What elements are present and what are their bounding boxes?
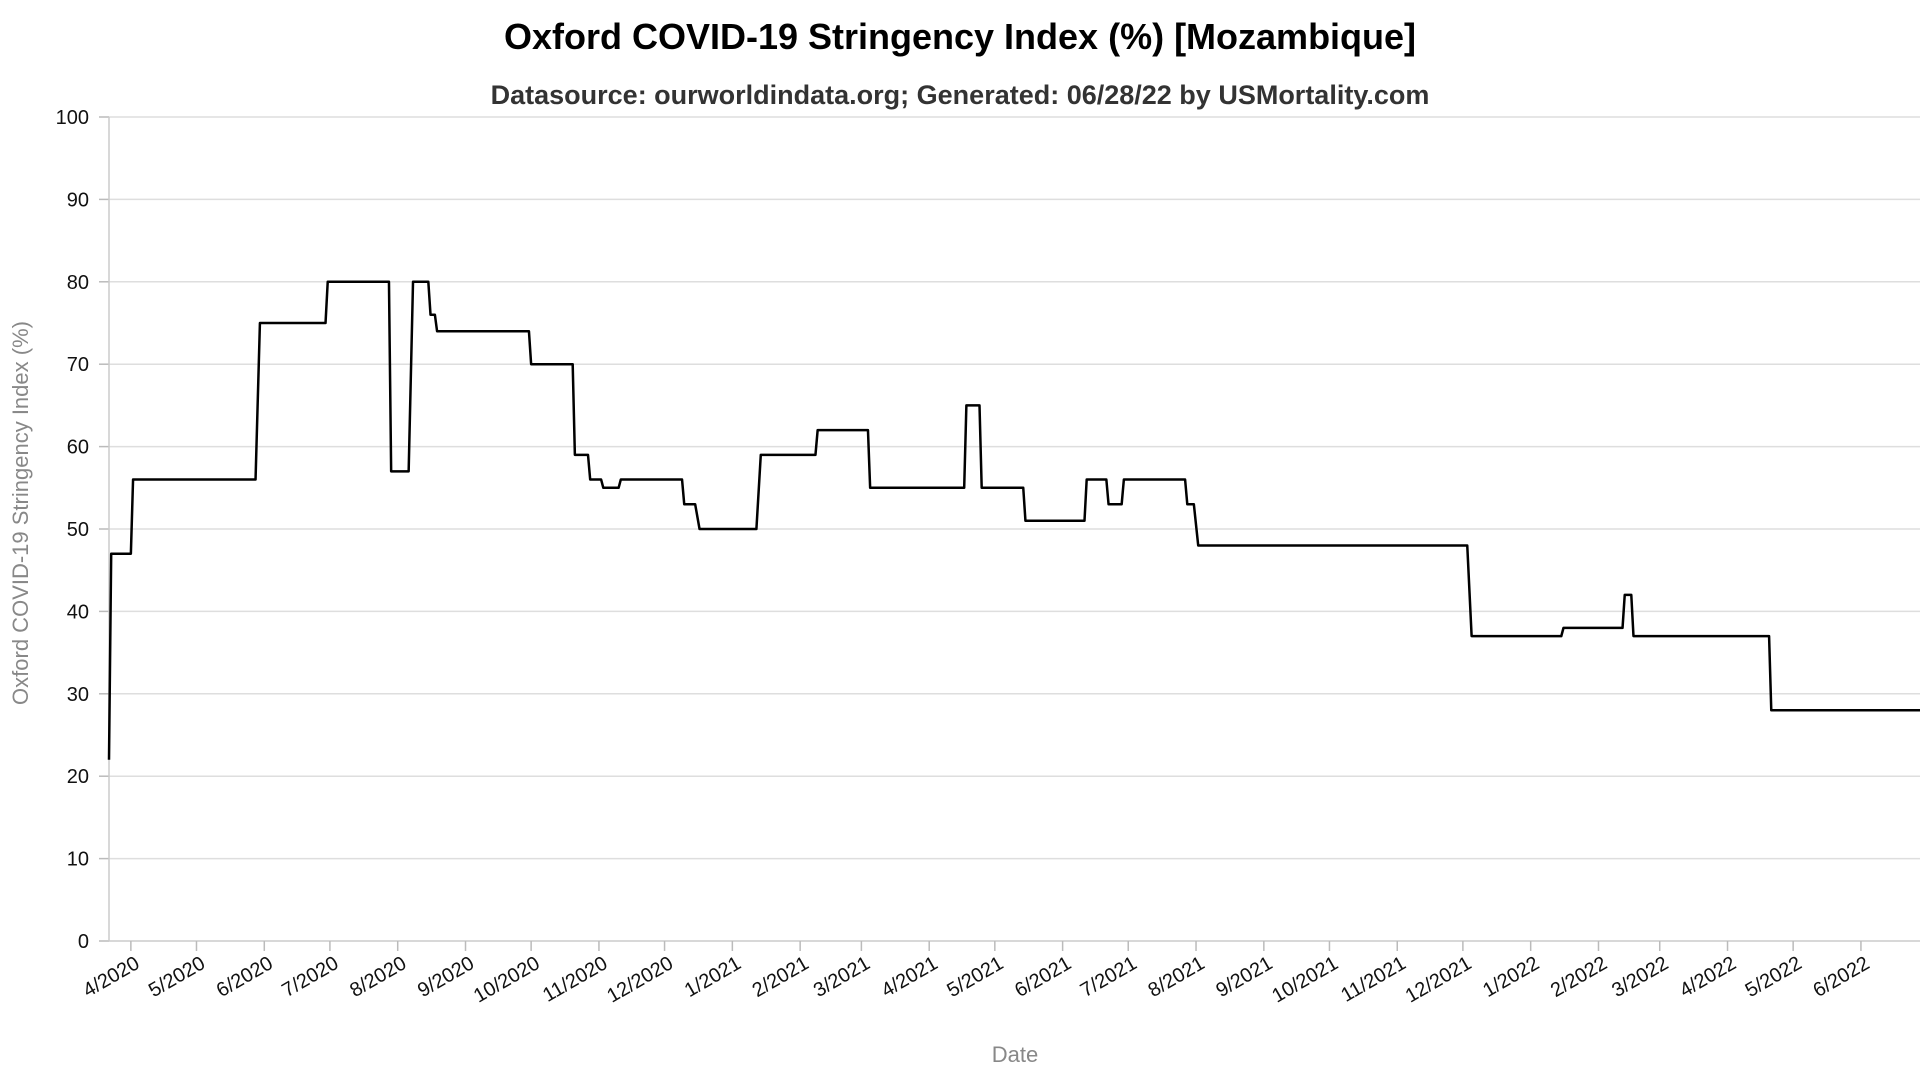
y-tick-label: 70 <box>67 354 89 376</box>
x-tick-label: 7/2020 <box>278 952 342 1002</box>
x-tick-label: 1/2022 <box>1479 952 1543 1002</box>
y-axis-title: Oxford COVID-19 Stringency Index (%) <box>8 321 33 705</box>
x-tick-label: 12/2021 <box>1402 952 1476 1007</box>
x-tick-label: 2/2022 <box>1547 952 1611 1002</box>
x-tick-labels: 4/2020 5/2020 6/2020 7/2020 8/2020 9/202010/2… <box>79 952 1873 1007</box>
x-tick-label: 11/2020 <box>539 952 611 1006</box>
y-tick-label: 100 <box>56 107 89 129</box>
x-tick-label: 12/2020 <box>603 952 677 1007</box>
y-tick-label: 60 <box>67 437 89 459</box>
x-tick-label: 4/2020 <box>79 952 143 1002</box>
y-tick-label: 30 <box>67 684 89 706</box>
x-tick-label: 3/2022 <box>1608 952 1672 1002</box>
x-tick-label: 6/2022 <box>1809 952 1873 1002</box>
x-tick-label: 3/2021 <box>810 952 874 1002</box>
x-tick-label: 11/2021 <box>1337 952 1409 1006</box>
x-tick-label: 5/2022 <box>1742 952 1806 1002</box>
y-tick-label: 80 <box>67 272 89 294</box>
y-tick-label: 40 <box>67 601 89 623</box>
y-tick-label: 20 <box>67 766 89 788</box>
series-line <box>107 280 1920 760</box>
x-tick-label: 6/2020 <box>213 952 277 1002</box>
x-tick-label: 6/2021 <box>1011 952 1075 1002</box>
x-tick-label: 5/2020 <box>145 952 209 1002</box>
y-tick-label: 10 <box>67 849 89 871</box>
y-tick-label: 90 <box>67 189 89 211</box>
x-tick-label: 9/2020 <box>414 952 478 1002</box>
x-tick-label: 8/2020 <box>346 952 410 1002</box>
x-tick-label: 10/2021 <box>1268 952 1342 1007</box>
x-tick-label: 7/2021 <box>1077 952 1141 1002</box>
series-layer <box>107 280 1920 760</box>
x-tick-label: 9/2021 <box>1212 952 1276 1002</box>
x-tick-label: 4/2021 <box>878 952 942 1002</box>
x-tick-label: 1/2021 <box>681 952 745 1002</box>
axes <box>99 116 1920 951</box>
gridlines <box>109 116 1920 860</box>
x-axis-title: Date <box>992 1042 1038 1067</box>
chart-title: Oxford COVID-19 Stringency Index (%) [Mo… <box>503 16 1417 57</box>
x-tick-label: 4/2022 <box>1676 952 1740 1002</box>
x-tick-label: 5/2021 <box>943 952 1007 1002</box>
chart-subtitle: Datasource: ourworldindata.org; Generate… <box>490 80 1430 110</box>
y-tick-label: 50 <box>67 519 89 541</box>
x-tick-label: 8/2021 <box>1145 952 1209 1002</box>
y-tick-label: 0 <box>78 931 89 953</box>
x-tick-label: 2/2021 <box>749 952 813 1002</box>
x-tick-label: 10/2020 <box>470 952 544 1007</box>
y-tick-labels: 0 10 20 30 40 50 60 70 80 90 100 <box>56 107 89 953</box>
